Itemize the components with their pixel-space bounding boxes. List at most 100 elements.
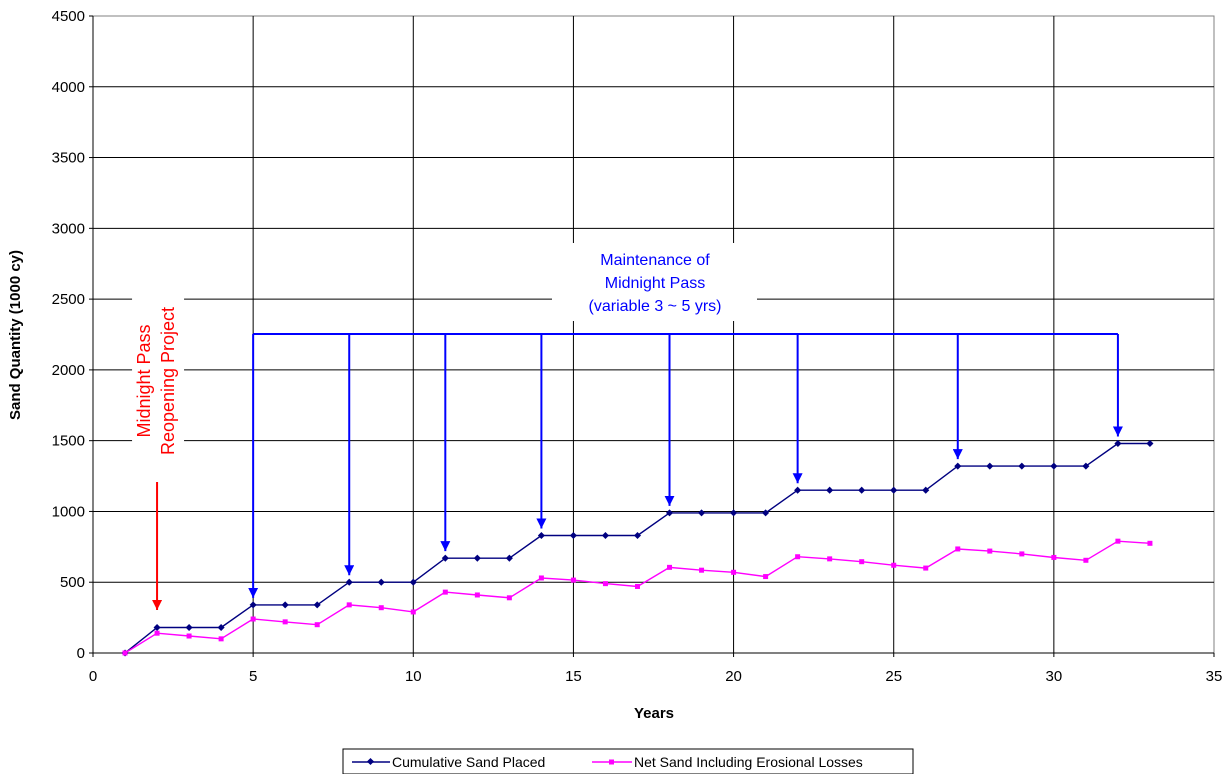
- data-point: [827, 556, 833, 562]
- data-point: [377, 578, 385, 586]
- y-tick-label: 3500: [52, 150, 85, 167]
- y-tick-label: 2000: [52, 362, 85, 379]
- maintenance-label-line: Midnight Pass: [605, 275, 706, 292]
- reopening-label-line: Midnight Pass: [134, 324, 154, 437]
- data-point: [185, 623, 193, 632]
- data-point: [923, 565, 929, 571]
- data-point: [345, 578, 353, 586]
- annotations: Maintenance of Midnight Pass (variable 3 ~…: [132, 243, 1123, 610]
- data-point: [218, 636, 224, 642]
- data-point: [250, 616, 256, 622]
- y-tick-label: 2500: [52, 291, 85, 308]
- data-point: [378, 605, 384, 611]
- data-point: [667, 564, 673, 570]
- data-point: [699, 567, 705, 573]
- x-tick-label: 5: [249, 668, 257, 685]
- data-point: [282, 619, 288, 625]
- data-point: [1051, 554, 1057, 560]
- data-point: [955, 546, 961, 552]
- x-axis-title: Years: [634, 705, 674, 722]
- data-point: [826, 486, 834, 494]
- reopening-label-bg: [132, 282, 185, 474]
- data-point: [1083, 557, 1089, 563]
- x-tick-label: 25: [885, 668, 902, 685]
- data-point: [441, 554, 449, 562]
- series-1: [122, 538, 1153, 656]
- legend-label-cumulative: Cumulative Sand Placed: [392, 754, 545, 770]
- data-point: [922, 486, 930, 494]
- series-0: [121, 439, 1154, 657]
- data-point: [1019, 551, 1025, 557]
- legend-marker-cumulative: [366, 757, 375, 766]
- legend-marker-net: [609, 759, 614, 765]
- data-point: [569, 531, 577, 540]
- maintenance-label-line: Maintenance of: [600, 252, 710, 269]
- maintenance-label-bg: [552, 243, 757, 321]
- x-tick-label: 30: [1046, 668, 1063, 685]
- data-point: [730, 509, 738, 517]
- data-point: [442, 589, 448, 595]
- data-point: [474, 592, 480, 598]
- y-tick-label: 3000: [52, 220, 85, 237]
- data-point: [153, 623, 161, 632]
- data-point: [633, 531, 642, 540]
- data-point: [665, 509, 674, 517]
- data-point: [505, 554, 513, 562]
- x-tick-label: 0: [89, 668, 97, 685]
- x-tick-label: 10: [405, 668, 422, 685]
- data-point: [346, 602, 352, 608]
- data-point: [634, 583, 640, 589]
- data-point: [794, 486, 802, 494]
- y-tick-labels: 0 500 1000 1500 2000 2500 3000 3500 4000 4500: [52, 8, 93, 662]
- data-point: [698, 509, 706, 517]
- y-tick-label: 0: [77, 645, 85, 662]
- data-point: [1115, 538, 1121, 544]
- y-tick-label: 1000: [52, 503, 85, 520]
- data-point: [987, 548, 993, 554]
- y-tick-label: 4500: [52, 8, 85, 25]
- data-point: [410, 609, 416, 615]
- data-point: [1147, 540, 1153, 546]
- legend: Cumulative Sand Placed Net Sand Includin…: [342, 748, 914, 774]
- data-point: [249, 601, 257, 609]
- data-point: [986, 462, 994, 470]
- maintenance-label-line: (variable 3 ~ 5 yrs): [589, 298, 722, 315]
- data-point: [795, 554, 801, 560]
- data-point: [314, 622, 320, 628]
- data-point: [473, 554, 481, 562]
- y-tick-label: 4000: [52, 79, 85, 96]
- data-point: [890, 486, 898, 494]
- reopening-label-line: Reopening Project: [158, 307, 178, 455]
- data-point: [537, 531, 545, 540]
- data-point: [891, 562, 897, 568]
- data-point: [601, 531, 609, 540]
- data-point: [762, 509, 770, 517]
- data-point: [763, 574, 769, 580]
- data-point: [217, 623, 225, 632]
- data-point: [122, 650, 128, 656]
- data-point: [409, 578, 417, 586]
- data-point: [186, 633, 192, 639]
- x-tick-label: 35: [1206, 668, 1222, 685]
- data-point: [602, 581, 608, 587]
- data-point: [313, 601, 321, 609]
- series-layer: [121, 439, 1154, 657]
- y-tick-label: 1500: [52, 433, 85, 450]
- data-point: [538, 575, 544, 581]
- data-point: [1018, 462, 1026, 470]
- x-tick-labels: 0 5 10 15 20 25 30 35: [89, 653, 1222, 685]
- x-tick-label: 20: [725, 668, 742, 685]
- y-axis-title: Sand Quantity (1000 cy): [7, 250, 24, 420]
- data-point: [859, 559, 865, 565]
- y-tick-label: 500: [60, 574, 85, 591]
- data-point: [570, 577, 576, 583]
- data-point: [154, 630, 160, 636]
- data-point: [858, 486, 866, 494]
- data-point: [954, 462, 962, 470]
- data-point: [281, 601, 289, 609]
- data-point: [506, 595, 512, 601]
- legend-label-net: Net Sand Including Erosional Losses: [634, 754, 863, 770]
- x-tick-label: 15: [565, 668, 582, 685]
- data-point: [731, 569, 737, 575]
